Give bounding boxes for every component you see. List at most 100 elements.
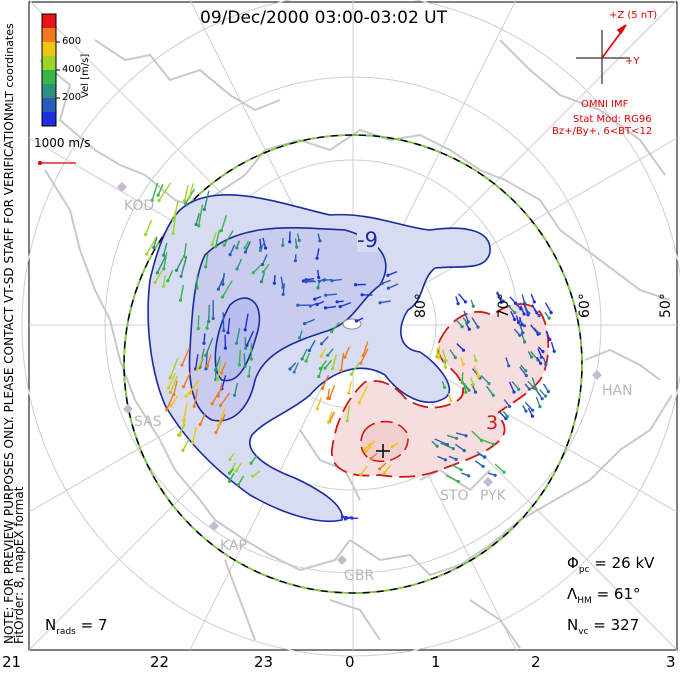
velocity-vector-origin: [471, 383, 475, 387]
velocity-vector-origin: [288, 240, 292, 244]
velocity-vector: [221, 375, 227, 389]
velocity-vector-origin: [249, 357, 253, 361]
velocity-vector: [358, 385, 369, 403]
velocity-vector-origin: [369, 456, 373, 461]
velocity-vector-origin: [307, 348, 311, 353]
colorbar-tick-600: 600: [62, 36, 82, 47]
velocity-vector-origin: [219, 229, 223, 233]
velocity-vector: [327, 388, 331, 399]
velocity-vector: [203, 190, 210, 210]
velocity-vector-origin: [318, 367, 322, 371]
velocity-vector: [221, 280, 233, 298]
velocity-vector-origin: [541, 350, 545, 354]
velocity-vector-origin: [187, 196, 191, 200]
velocity-vector: [208, 304, 210, 322]
velocity-vector-origin: [220, 295, 225, 299]
velocity-vector-origin: [304, 280, 308, 284]
colorbar-band: [42, 112, 56, 127]
fitorder-note: FitOrder: 8, mapEX format: [12, 486, 26, 644]
velocity-vector-origin: [181, 385, 186, 389]
velocity-vector-origin: [145, 252, 149, 256]
velocity-vector-origin: [298, 336, 302, 340]
velocity-vector-origin: [537, 314, 541, 318]
velocity-vector: [236, 258, 243, 270]
velocity-vector: [151, 182, 159, 201]
station-sto: STO: [440, 488, 469, 504]
velocity-vector-origin: [536, 332, 540, 336]
velocity-vector: [518, 322, 524, 334]
velocity-vector-origin: [178, 298, 183, 302]
velocity-vector-origin: [476, 375, 480, 379]
velocity-vector-origin: [435, 444, 439, 448]
velocity-vector: [474, 460, 484, 467]
velocity-vector: [495, 292, 504, 302]
velocity-vector-origin: [330, 367, 335, 371]
velocity-vector-origin: [544, 394, 548, 398]
velocity-vector: [524, 401, 534, 411]
velocity-vector-origin: [546, 390, 551, 394]
velocity-vector: [195, 213, 200, 225]
velocity-vector: [321, 374, 330, 389]
velocity-vector-origin: [323, 306, 328, 310]
velocity-vector-origin: [335, 300, 339, 304]
velocity-vector: [182, 403, 188, 421]
velocity-vector-origin: [464, 434, 468, 438]
velocity-vector-origin: [204, 265, 208, 269]
velocity-vector-origin: [150, 198, 154, 202]
velocity-vector-origin: [343, 355, 347, 359]
velocity-vector-origin: [507, 364, 511, 368]
velocity-vector-origin: [166, 386, 170, 390]
velocity-vector: [158, 182, 172, 201]
velocity-vector-origin: [512, 390, 516, 394]
velocity-vector-origin: [540, 397, 544, 401]
velocity-vector-origin: [461, 362, 466, 366]
vector-scale: [38, 161, 76, 165]
velocity-vector-origin: [547, 316, 551, 320]
velocity-vector-origin: [517, 387, 521, 391]
velocity-vector-origin: [221, 282, 225, 286]
velocity-vector: [388, 283, 399, 289]
velocity-vector-origin: [514, 301, 518, 305]
velocity-vector-origin: [527, 311, 531, 315]
velocity-vector: [220, 361, 227, 374]
velocity-vector-origin: [519, 307, 523, 311]
velocity-vector: [244, 241, 251, 253]
velocity-vector: [320, 347, 327, 357]
imf-source: OMNI IMF: [581, 99, 629, 110]
velocity-vector-origin: [215, 378, 220, 382]
velocity-vector-origin: [549, 311, 553, 315]
colorbar-tick-200: 200: [62, 92, 82, 103]
velocity-vector-origin: [235, 246, 239, 250]
colorbar-band: [42, 14, 56, 29]
velocity-vector-origin: [360, 293, 364, 297]
velocity-vector-origin: [162, 253, 166, 257]
velocity-vector-origin: [523, 301, 527, 305]
velocity-vector: [248, 365, 251, 377]
velocity-vector-origin: [463, 300, 467, 304]
velocity-vector-origin: [243, 365, 247, 369]
velocity-vector: [173, 380, 178, 395]
station-kod: KOD: [124, 198, 155, 214]
velocity-vector: [362, 341, 369, 356]
velocity-vector-origin: [292, 370, 296, 374]
velocity-vector: [328, 384, 336, 399]
velocity-vector-origin: [454, 457, 458, 461]
velocity-vector-origin: [171, 231, 175, 236]
velocity-vector: [180, 256, 188, 277]
velocity-vector-origin: [530, 414, 535, 418]
velocity-vector-origin: [236, 483, 241, 487]
velocity-vector-origin: [295, 245, 299, 249]
velocity-vector-origin: [237, 363, 241, 367]
velocity-vector: [229, 244, 236, 255]
velocity-vector: [215, 413, 226, 433]
velocity-vector: [157, 184, 164, 196]
velocity-vector-origin: [243, 246, 247, 250]
velocity-vector-origin: [303, 322, 307, 326]
velocity-vector-origin: [202, 341, 206, 345]
velocity-vector-origin: [521, 331, 525, 335]
velocity-vector-origin: [357, 401, 361, 405]
velocity-vector-origin: [323, 366, 327, 370]
velocity-vector-origin: [524, 409, 528, 413]
velocity-vector-origin: [390, 445, 395, 449]
velocity-vector: [259, 240, 266, 251]
